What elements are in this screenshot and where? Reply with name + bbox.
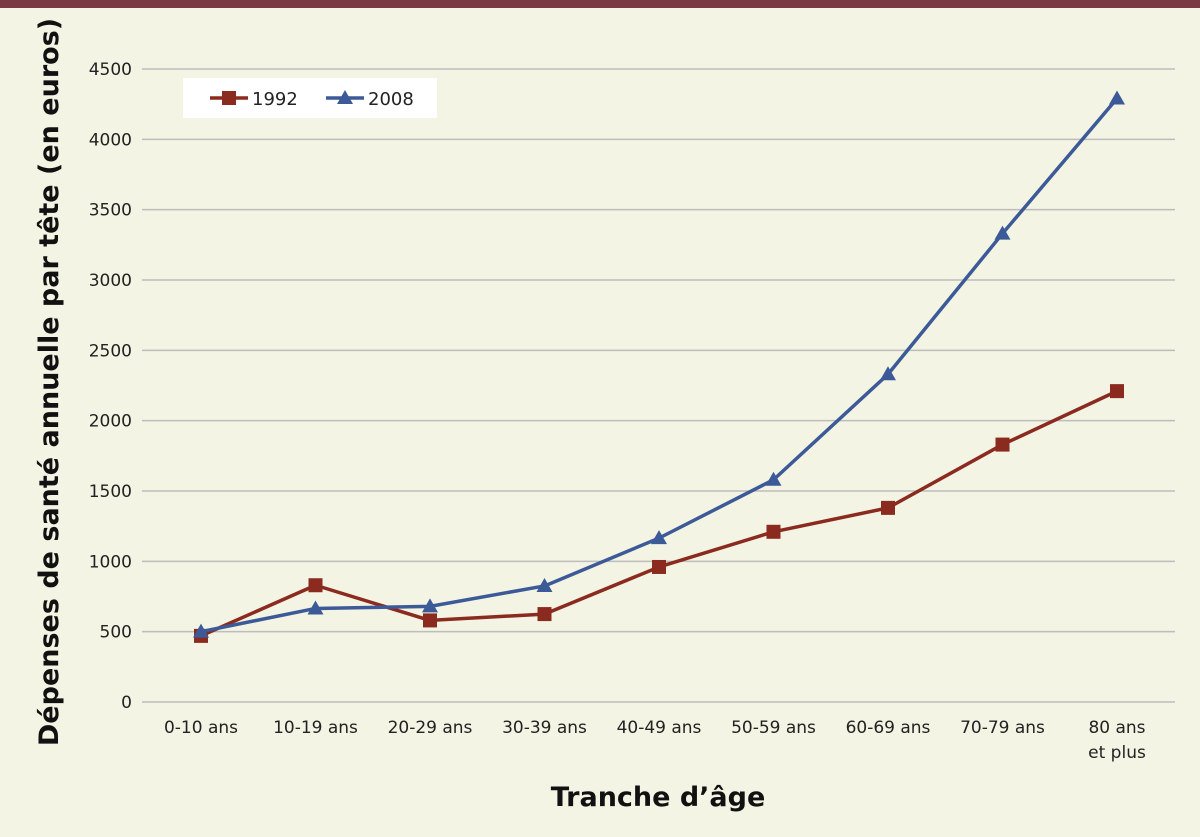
data-point-square bbox=[652, 559, 666, 574]
x-tick-label: 0-10 ans bbox=[164, 718, 238, 738]
x-tick-label: 30-39 ans bbox=[502, 718, 587, 738]
data-point-square bbox=[881, 500, 895, 515]
y-tick-label: 500 bbox=[100, 623, 132, 643]
y-axis-ticks: 0 500 1000 1500 2000 2500 3000 3500 4000 4500 bbox=[89, 60, 132, 713]
data-point-square bbox=[766, 524, 781, 539]
series-2008 bbox=[193, 90, 1125, 638]
data-point-triangle bbox=[422, 598, 438, 613]
y-tick-label: 1000 bbox=[89, 552, 132, 572]
series-1992 bbox=[194, 384, 1124, 643]
data-point-square bbox=[537, 607, 552, 622]
data-point-triangle bbox=[193, 623, 209, 638]
y-tick-label: 2500 bbox=[89, 341, 132, 361]
legend: 1992 2008 bbox=[183, 78, 437, 118]
x-tick-label: et plus bbox=[1088, 743, 1146, 763]
data-point-triangle bbox=[337, 90, 353, 104]
x-tick-label: 20-29 ans bbox=[388, 718, 473, 738]
x-tick-label: 80 ans bbox=[1088, 718, 1145, 738]
data-point-square bbox=[222, 91, 236, 105]
series-line-1992 bbox=[200, 389, 1118, 638]
data-point-triangle bbox=[651, 530, 667, 545]
data-point-square bbox=[308, 578, 323, 593]
legend-label: 2008 bbox=[368, 89, 414, 110]
y-tick-label: 4500 bbox=[89, 60, 132, 80]
y-tick-label: 2000 bbox=[89, 412, 132, 432]
data-point-triangle bbox=[765, 471, 782, 486]
x-tick-label: 10-19 ans bbox=[273, 718, 358, 738]
y-tick-label: 4000 bbox=[89, 130, 132, 150]
data-point-triangle bbox=[994, 225, 1011, 240]
data-point-triangle bbox=[536, 577, 553, 592]
y-axis-title: Dépenses de santé annuelle par tête (en … bbox=[34, 18, 65, 746]
legend-item-1992: 1992 bbox=[210, 89, 298, 110]
data-point-square bbox=[995, 437, 1010, 452]
x-tick-label: 50-59 ans bbox=[731, 718, 816, 738]
gridlines bbox=[142, 68, 1175, 703]
y-tick-label: 3000 bbox=[89, 271, 132, 291]
x-tick-label: 40-49 ans bbox=[617, 718, 702, 738]
y-tick-label: 0 bbox=[121, 693, 132, 713]
data-point-triangle bbox=[307, 600, 324, 615]
data-point-square bbox=[1110, 384, 1124, 399]
data-point-triangle bbox=[1109, 90, 1125, 105]
series-line-2008 bbox=[200, 97, 1119, 634]
x-tick-label: 60-69 ans bbox=[846, 718, 931, 738]
legend-label: 1992 bbox=[252, 89, 298, 110]
legend-item-2008: 2008 bbox=[326, 89, 414, 110]
series-layer bbox=[193, 90, 1125, 643]
x-tick-label: 70-79 ans bbox=[960, 718, 1045, 738]
y-tick-label: 1500 bbox=[89, 482, 132, 502]
data-point-square bbox=[423, 613, 437, 628]
x-axis-title: Tranche d’âge bbox=[551, 782, 766, 813]
y-tick-label: 3500 bbox=[89, 201, 132, 221]
x-axis-ticks: 0-10 ans 10-19 ans 20-29 ans 30-39 ans 40-49… bbox=[164, 718, 1146, 763]
data-point-triangle bbox=[880, 366, 896, 381]
top-accent-bar bbox=[0, 0, 1200, 8]
legend-items: 1992 2008 bbox=[210, 89, 414, 110]
